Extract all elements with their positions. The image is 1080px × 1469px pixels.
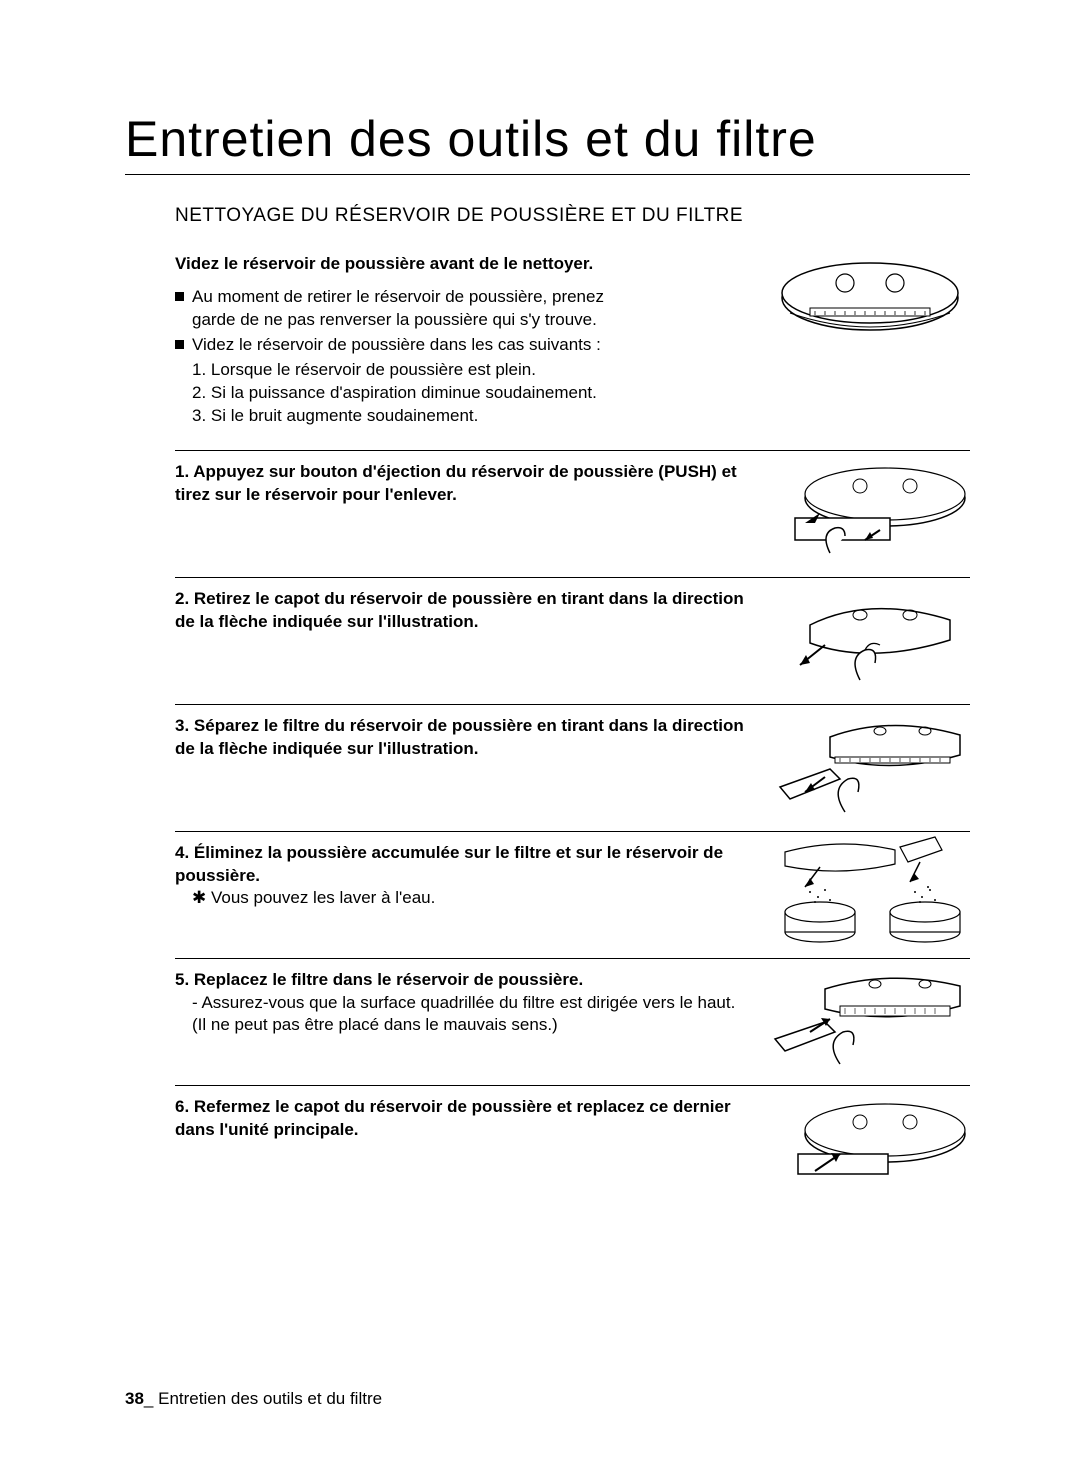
step-heading: 2. Retirez le capot du réservoir de pous… (175, 589, 744, 631)
intro-text: Videz le réservoir de poussière avant de… (175, 253, 750, 428)
page-title: Entretien des outils et du filtre (125, 110, 970, 175)
step-row: 6. Refermez le capot du réservoir de pou… (175, 1085, 970, 1212)
intro-block: Videz le réservoir de poussière avant de… (175, 253, 970, 428)
step-heading: 4. Éliminez la poussière accumulée sur l… (175, 843, 723, 885)
sub-item: 2. Si la puissance d'aspiration diminue … (192, 382, 750, 405)
manual-page: Entretien des outils et du filtre NETTOY… (0, 0, 1080, 1469)
section-subtitle: NETTOYAGE DU RÉSERVOIR DE POUSSIÈRE ET D… (175, 205, 970, 227)
square-bullet-icon (175, 340, 184, 349)
line: Au moment de retirer le réservoir de pou… (192, 287, 604, 306)
line: garde de ne pas renverser la poussière q… (192, 310, 597, 329)
bullet-text: Au moment de retirer le réservoir de pou… (192, 286, 750, 332)
step-heading: 6. Refermez le capot du réservoir de pou… (175, 1097, 731, 1139)
illustration-clean-dust-icon (770, 842, 970, 937)
step-text: 5. Replacez le filtre dans le réservoir … (175, 969, 750, 1038)
bullet-text: Videz le réservoir de poussière dans les… (192, 334, 750, 357)
sub-item: 1. Lorsque le réservoir de poussière est… (192, 359, 750, 382)
step-row: 4. Éliminez la poussière accumulée sur l… (175, 831, 970, 958)
footer-separator: _ (144, 1389, 158, 1408)
step-heading: 5. Replacez le filtre dans le réservoir … (175, 970, 583, 989)
illustration-remove-cover-icon (770, 588, 970, 683)
step-row: 5. Replacez le filtre dans le réservoir … (175, 958, 970, 1085)
step-text: 2. Retirez le capot du réservoir de pous… (175, 588, 750, 634)
step-text: 1. Appuyez sur bouton d'éjection du rése… (175, 461, 750, 507)
step-note: - Assurez-vous que la surface quadrillée… (192, 992, 750, 1038)
step-row: 2. Retirez le capot du réservoir de pous… (175, 577, 970, 704)
step-note: ✱ Vous pouvez les laver à l'eau. (192, 887, 750, 910)
page-footer: 38_ Entretien des outils et du filtre (125, 1389, 382, 1409)
step-text: 6. Refermez le capot du réservoir de pou… (175, 1096, 750, 1142)
square-bullet-icon (175, 292, 184, 301)
asterisk-icon: ✱ (192, 888, 211, 907)
illustration-robot-icon (770, 253, 970, 348)
step-text: 4. Éliminez la poussière accumulée sur l… (175, 842, 750, 911)
bullet-item: Videz le réservoir de poussière dans les… (175, 334, 750, 357)
content-area: Videz le réservoir de poussière avant de… (175, 253, 970, 1212)
ordered-sublist: 1. Lorsque le réservoir de poussière est… (192, 359, 750, 428)
step-heading: 3. Séparez le filtre du réservoir de pou… (175, 716, 744, 758)
page-number: 38 (125, 1389, 144, 1408)
illustration-replace-filter-icon (770, 969, 970, 1064)
step-text: 3. Séparez le filtre du réservoir de pou… (175, 715, 750, 761)
footer-label: Entretien des outils et du filtre (158, 1389, 382, 1408)
step-row: 1. Appuyez sur bouton d'éjection du rése… (175, 450, 970, 577)
step-heading: 1. Appuyez sur bouton d'éjection du rése… (175, 462, 737, 504)
bullet-item: Au moment de retirer le réservoir de pou… (175, 286, 750, 332)
sub-item: 3. Si le bruit augmente soudainement. (192, 405, 750, 428)
illustration-separate-filter-icon (770, 715, 970, 810)
step-row: 3. Séparez le filtre du réservoir de pou… (175, 704, 970, 831)
intro-heading: Videz le réservoir de poussière avant de… (175, 253, 750, 276)
illustration-close-replace-icon (770, 1096, 970, 1191)
note-text: Vous pouvez les laver à l'eau. (211, 888, 435, 907)
illustration-eject-icon (770, 461, 970, 556)
